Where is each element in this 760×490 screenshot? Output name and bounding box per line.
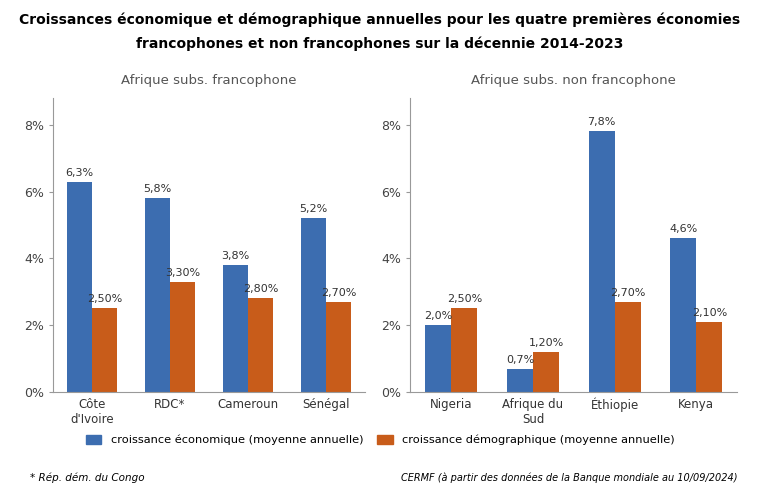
Bar [67, 181, 92, 392]
Bar [615, 302, 641, 392]
Text: Croissances économique et démographique annuelles pour les quatre premières écon: Croissances économique et démographique … [20, 12, 740, 27]
Bar [248, 298, 273, 392]
Text: 1,20%: 1,20% [528, 338, 564, 348]
Text: 0,7%: 0,7% [505, 355, 534, 365]
Bar [696, 322, 723, 392]
Bar [670, 238, 696, 392]
Text: 2,70%: 2,70% [610, 288, 645, 298]
Text: 2,10%: 2,10% [692, 308, 727, 318]
Title: Afrique subs. francophone: Afrique subs. francophone [122, 74, 296, 87]
Bar [326, 302, 351, 392]
Legend: croissance économique (moyenne annuelle), croissance démographique (moyenne annu: croissance économique (moyenne annuelle)… [81, 430, 679, 450]
Text: 2,70%: 2,70% [321, 288, 356, 298]
Text: 4,6%: 4,6% [669, 224, 698, 234]
Bar [301, 218, 326, 392]
Bar [223, 265, 248, 392]
Bar [588, 131, 615, 392]
Text: 3,30%: 3,30% [165, 268, 200, 278]
Text: * Rép. dém. du Congo: * Rép. dém. du Congo [30, 472, 145, 483]
Bar [533, 352, 559, 392]
Text: 2,0%: 2,0% [424, 311, 452, 321]
Text: CERMF (à partir des données de la Banque mondiale au 10/09/2024): CERMF (à partir des données de la Banque… [401, 472, 737, 483]
Bar [451, 309, 477, 392]
Text: 5,8%: 5,8% [144, 184, 172, 194]
Text: francophones et non francophones sur la décennie 2014-2023: francophones et non francophones sur la … [136, 37, 624, 51]
Bar [170, 282, 195, 392]
Text: 5,2%: 5,2% [299, 204, 328, 214]
Title: Afrique subs. non francophone: Afrique subs. non francophone [471, 74, 676, 87]
Bar [425, 325, 451, 392]
Text: 6,3%: 6,3% [65, 168, 93, 177]
Bar [92, 309, 117, 392]
Text: 3,8%: 3,8% [221, 251, 249, 261]
Bar [145, 198, 170, 392]
Text: 2,80%: 2,80% [242, 285, 278, 294]
Text: 2,50%: 2,50% [87, 294, 122, 304]
Text: 7,8%: 7,8% [587, 118, 616, 127]
Text: 2,50%: 2,50% [447, 294, 482, 304]
Bar [507, 368, 533, 392]
